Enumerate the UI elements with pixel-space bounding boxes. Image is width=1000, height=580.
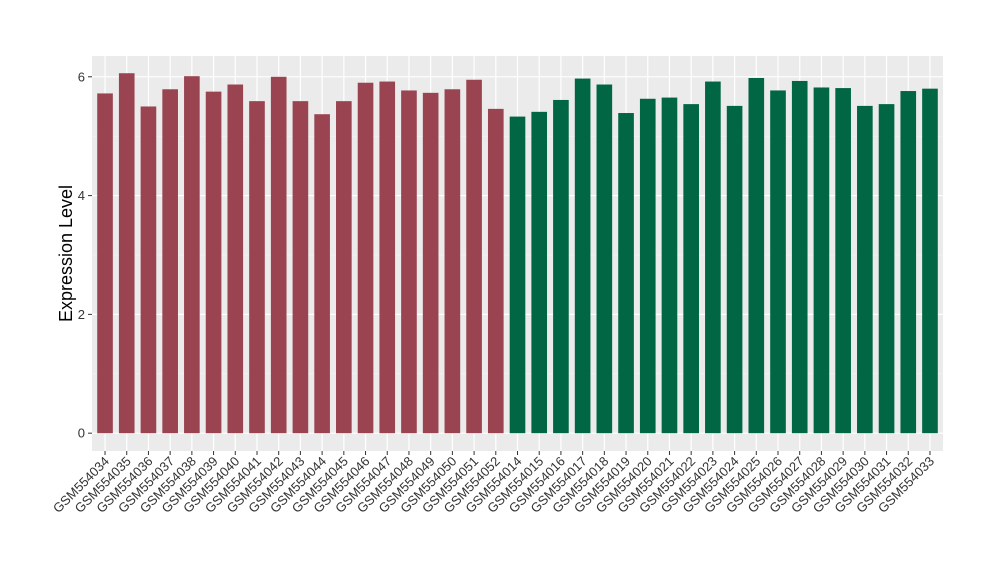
bar-GSM554050 bbox=[444, 89, 461, 434]
bar-GSM554017 bbox=[574, 78, 591, 434]
bar-GSM554015 bbox=[531, 111, 548, 434]
bar-GSM554022 bbox=[683, 104, 699, 434]
bar-GSM554038 bbox=[184, 76, 200, 434]
y-axis-title: Expression Level bbox=[56, 185, 76, 322]
y-axis: 0 2 4 6 bbox=[78, 69, 92, 441]
bar-GSM554047 bbox=[379, 81, 396, 434]
bar-GSM554026 bbox=[770, 90, 786, 434]
bar-GSM554014 bbox=[509, 116, 526, 434]
bar-GSM554021 bbox=[661, 97, 678, 434]
bar-GSM554052 bbox=[487, 108, 504, 434]
bar-GSM554039 bbox=[205, 91, 222, 434]
bar-GSM554016 bbox=[553, 99, 569, 434]
bar-GSM554045 bbox=[336, 101, 352, 434]
bar-GSM554024 bbox=[726, 105, 743, 434]
bar-GSM554034 bbox=[97, 93, 113, 434]
bar-GSM554041 bbox=[249, 101, 265, 434]
bar-GSM554040 bbox=[227, 84, 244, 434]
bar-GSM554020 bbox=[639, 98, 656, 434]
bar-GSM554029 bbox=[835, 88, 851, 434]
bar-GSM554037 bbox=[162, 89, 178, 434]
bar-GSM554025 bbox=[748, 77, 765, 434]
bar-GSM554033 bbox=[922, 88, 938, 434]
bar-GSM554049 bbox=[422, 92, 439, 434]
y-tick-label: 2 bbox=[78, 307, 85, 322]
y-tick-label: 0 bbox=[78, 426, 85, 441]
bar-GSM554023 bbox=[705, 81, 721, 434]
bar-GSM554027 bbox=[791, 80, 808, 434]
bar-GSM554043 bbox=[292, 101, 309, 434]
bar-GSM554035 bbox=[118, 73, 135, 434]
bar-GSM554042 bbox=[270, 76, 287, 434]
bar-GSM554032 bbox=[900, 91, 917, 434]
y-tick-label: 6 bbox=[78, 69, 85, 84]
y-tick-label: 4 bbox=[78, 188, 85, 203]
bar-GSM554044 bbox=[314, 114, 330, 434]
bar-GSM554036 bbox=[140, 106, 157, 434]
bar-GSM554051 bbox=[466, 79, 482, 434]
bar-GSM554048 bbox=[401, 90, 417, 434]
bar-GSM554028 bbox=[813, 87, 830, 434]
bars bbox=[97, 73, 938, 434]
bar-GSM554030 bbox=[857, 105, 873, 434]
bar-GSM554031 bbox=[878, 104, 895, 434]
x-axis: GSM554034GSM554035GSM554036GSM554037GSM5… bbox=[50, 451, 937, 516]
bar-GSM554018 bbox=[596, 84, 613, 434]
bar-GSM554019 bbox=[618, 113, 634, 434]
bar-GSM554046 bbox=[357, 82, 374, 434]
